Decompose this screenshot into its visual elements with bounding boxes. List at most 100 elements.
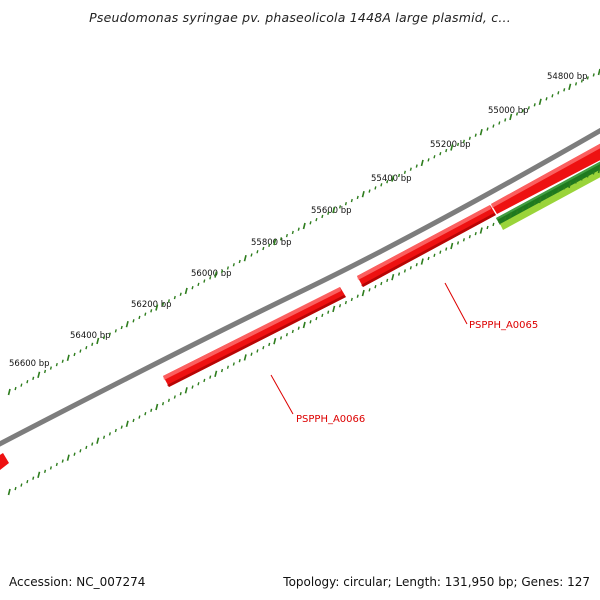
ruler-major-tick	[420, 159, 424, 167]
ruler-minor-tick	[262, 345, 265, 350]
ruler-minor-tick	[309, 221, 312, 225]
ruler-minor-tick	[61, 359, 64, 363]
ruler-minor-tick	[43, 469, 47, 473]
ruler-minor-tick	[203, 378, 206, 383]
ruler-minor-tick	[563, 186, 566, 190]
ruler-minor-tick	[120, 325, 123, 330]
ruler-minor-tick	[20, 383, 23, 387]
ruler-minor-tick	[433, 253, 436, 257]
callout-line-psppph-a0066	[270, 374, 294, 415]
ruler-minor-tick	[268, 342, 271, 347]
ruler-minor-tick	[321, 313, 324, 318]
ruler-label: 56400 bp	[70, 331, 111, 341]
ruler-minor-tick	[456, 142, 460, 147]
ruler-major-tick	[538, 196, 542, 204]
ruler-minor-tick	[73, 452, 76, 456]
ruler-minor-tick	[197, 382, 200, 386]
gene-label-psppph-a0065: PSPPH_A0065	[469, 320, 538, 331]
ruler-major-tick	[450, 144, 454, 151]
ruler-minor-tick	[409, 266, 412, 270]
ruler-minor-tick	[356, 294, 359, 298]
ruler-minor-tick	[132, 319, 135, 323]
ruler-minor-tick	[232, 362, 235, 366]
ruler-minor-tick	[533, 201, 536, 205]
ruler-major-tick	[568, 181, 572, 189]
ruler-minor-tick	[474, 133, 477, 137]
ruler-major-tick	[37, 471, 41, 478]
ruler-minor-tick	[545, 195, 548, 199]
ruler-minor-tick	[580, 177, 583, 181]
ruler-minor-tick	[55, 362, 58, 367]
ruler-minor-tick	[433, 155, 436, 159]
ruler-minor-tick	[551, 192, 554, 196]
ruler-minor-tick	[91, 342, 94, 346]
outer-ruler: 54800 bp 55000 bp 55200 bp 55400 bp 55600 bp…	[7, 68, 600, 396]
ruler-minor-tick	[226, 266, 229, 270]
ruler-major-tick	[509, 212, 513, 219]
ruler-minor-tick	[114, 329, 117, 333]
ruler-minor-tick	[173, 295, 176, 300]
ruler-major-tick	[391, 274, 395, 281]
ruler-major-tick	[184, 387, 188, 394]
ruler-minor-tick	[386, 180, 389, 184]
ruler-major-tick	[7, 488, 11, 496]
ruler-minor-tick	[226, 365, 229, 369]
ruler-minor-tick	[144, 412, 147, 416]
ruler-major-tick	[538, 98, 542, 106]
ruler-minor-tick	[61, 459, 64, 463]
ruler-major-tick	[273, 337, 277, 345]
ruler-major-tick	[66, 354, 70, 362]
ruler-major-tick	[243, 354, 247, 361]
ruler-minor-tick	[285, 333, 288, 337]
ruler-label: 56200 bp	[131, 300, 172, 310]
ruler-minor-tick	[486, 225, 489, 230]
ruler-minor-tick	[586, 76, 589, 80]
ruler-minor-tick	[368, 288, 371, 292]
ruler-minor-tick	[504, 216, 507, 220]
ruler-major-tick	[184, 287, 188, 295]
ruler-minor-tick	[256, 349, 259, 353]
ruler-minor-tick	[26, 380, 29, 384]
ruler-label: 55600 bp	[311, 206, 352, 216]
ruler-minor-tick	[592, 171, 595, 175]
ruler-major-tick	[391, 175, 395, 182]
gene-feature-left-edge	[0, 453, 9, 470]
ruler-minor-tick	[338, 304, 342, 308]
ruler-major-tick	[420, 258, 424, 265]
ruler-minor-tick	[179, 392, 182, 396]
ruler-major-tick	[243, 255, 247, 262]
ruler-minor-tick	[79, 449, 82, 453]
ruler-major-tick	[302, 321, 306, 329]
ruler-minor-tick	[173, 395, 176, 399]
ruler-minor-tick	[250, 253, 253, 257]
ruler-minor-tick	[203, 279, 206, 283]
ruler-minor-tick	[49, 366, 52, 370]
ruler-minor-tick	[462, 238, 465, 242]
ruler-minor-tick	[91, 442, 94, 446]
ruler-major-tick	[155, 403, 159, 411]
ruler-minor-tick	[344, 300, 347, 305]
ruler-minor-tick	[150, 408, 153, 413]
ruler-minor-tick	[256, 250, 259, 254]
ruler-minor-tick	[191, 385, 194, 389]
ruler-minor-tick	[492, 222, 495, 227]
gene-psppph-a0066[interactable]	[163, 287, 346, 387]
ruler-minor-tick	[468, 136, 471, 140]
ruler-label: 54800 bp	[547, 72, 588, 82]
ruler-minor-tick	[108, 432, 111, 436]
ruler-minor-tick	[268, 243, 271, 247]
gene-psppph-a0065[interactable]	[357, 205, 496, 287]
ruler-minor-tick	[49, 466, 52, 470]
ruler-minor-tick	[527, 204, 530, 208]
ruler-minor-tick	[315, 316, 318, 321]
ruler-minor-tick	[574, 180, 578, 184]
ruler-minor-tick	[32, 476, 35, 480]
ruler-minor-tick	[350, 198, 353, 203]
ruler-minor-tick	[85, 445, 88, 450]
ruler-minor-tick	[167, 398, 170, 402]
ruler-minor-tick	[415, 263, 418, 267]
gene-feature-light-green	[500, 169, 600, 230]
ruler-minor-tick	[439, 250, 442, 254]
